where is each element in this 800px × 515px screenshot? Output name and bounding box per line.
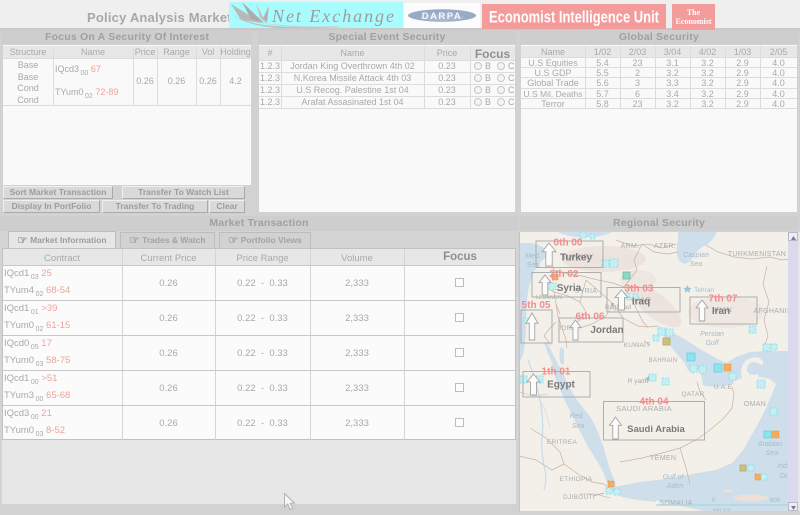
svg-text:Arabian: Arabian	[757, 441, 782, 448]
svg-text:4th 04: 4th 04	[640, 397, 669, 408]
svg-text:3th 03: 3th 03	[625, 284, 654, 295]
svg-text:Tehran: Tehran	[694, 287, 714, 294]
svg-text:Sea: Sea	[766, 450, 779, 457]
svg-text:B: B	[485, 85, 491, 95]
svg-text:0th 00: 0th 00	[554, 238, 583, 249]
svg-text:Syria: Syria	[557, 283, 582, 294]
svg-text:Iran: Iran	[712, 306, 730, 317]
svg-text:6th 06: 6th 06	[576, 312, 605, 323]
svg-text:C: C	[508, 73, 515, 83]
svg-text:Net Exchange: Net Exchange	[271, 6, 394, 26]
svg-text:SYRIA: SYRIA	[575, 288, 598, 295]
svg-text:IRAN: IRAN	[714, 307, 732, 314]
svg-text:U.A.E: U.A.E	[714, 384, 733, 391]
svg-text:Sea: Sea	[690, 261, 703, 268]
svg-text:Med.: Med.	[525, 253, 541, 260]
svg-text:MILES: MILES	[713, 509, 731, 511]
svg-text:TURKEY: TURKEY	[562, 252, 594, 261]
svg-text:0: 0	[712, 498, 716, 504]
svg-text:JORD: JORD	[558, 326, 576, 332]
svg-text:ETHIOPIA: ETHIOPIA	[560, 476, 593, 483]
svg-text:QATAR: QATAR	[682, 391, 705, 398]
svg-text:AFGHANIST: AFGHANIST	[754, 308, 789, 315]
svg-text:Saudi Arabia: Saudi Arabia	[627, 424, 685, 435]
svg-text:LEBANON: LEBANON	[536, 295, 562, 301]
svg-text:KUWAIT: KUWAIT	[624, 342, 651, 349]
svg-text:Gulf of: Gulf of	[663, 474, 685, 481]
svg-text:ERITREA: ERITREA	[547, 439, 578, 446]
svg-text:Red: Red	[570, 413, 584, 420]
svg-text:B: B	[485, 61, 491, 71]
svg-text:5th 05: 5th 05	[522, 300, 551, 311]
svg-text:B: B	[485, 97, 491, 107]
svg-text:600: 600	[770, 498, 781, 504]
svg-text:Iraq: Iraq	[632, 297, 650, 308]
svg-text:OMAN: OMAN	[744, 401, 766, 408]
svg-text:IRAQ: IRAQ	[633, 297, 652, 304]
svg-text:SAUDI ARABIA: SAUDI ARABIA	[616, 404, 672, 413]
svg-text:Jordan: Jordan	[590, 325, 623, 336]
svg-text:1th 01: 1th 01	[542, 367, 571, 378]
svg-text:Gulf: Gulf	[706, 340, 720, 347]
svg-text:Sea: Sea	[527, 262, 540, 269]
svg-text:Ind.: Ind.	[777, 463, 789, 470]
svg-text:BAHRAIN: BAHRAIN	[649, 358, 678, 364]
svg-text:R yadh: R yadh	[628, 378, 649, 385]
svg-text:Sea: Sea	[572, 423, 585, 430]
svg-text:ARM.: ARM.	[621, 243, 640, 250]
svg-text:C: C	[508, 61, 515, 71]
svg-text:Egypt: Egypt	[547, 380, 575, 391]
svg-text:Turkey: Turkey	[560, 253, 592, 264]
svg-text:Oc.: Oc.	[780, 473, 789, 480]
svg-text:AZER.: AZER.	[654, 243, 676, 250]
svg-text:7th 07: 7th 07	[709, 294, 738, 305]
svg-text:SOMALIA: SOMALIA	[659, 500, 692, 507]
svg-text:Aden: Aden	[666, 483, 683, 490]
svg-text:TURKMENISTAN: TURKMENISTAN	[728, 251, 786, 258]
svg-text:Persian: Persian	[700, 331, 724, 338]
svg-text:DARPA: DARPA	[422, 11, 463, 22]
svg-text:Caspian: Caspian	[683, 252, 709, 259]
svg-text:DJIBOUTI: DJIBOUTI	[563, 494, 595, 501]
svg-text:Economist Intelligence Unit: Economist Intelligence Unit	[489, 9, 659, 27]
svg-text:C: C	[508, 85, 515, 95]
svg-text:B: B	[485, 73, 491, 83]
svg-text:C: C	[508, 97, 515, 107]
svg-text:2th 02: 2th 02	[550, 269, 579, 280]
svg-text:YEMEN: YEMEN	[650, 455, 676, 462]
